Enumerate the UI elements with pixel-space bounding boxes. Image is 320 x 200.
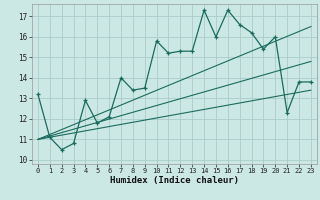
X-axis label: Humidex (Indice chaleur): Humidex (Indice chaleur) (110, 176, 239, 185)
